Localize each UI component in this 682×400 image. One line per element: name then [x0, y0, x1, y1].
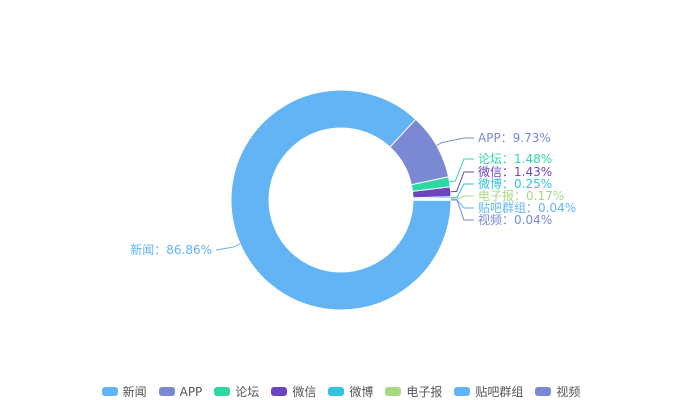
legend-swatch [158, 387, 175, 396]
label-line-5 [450, 195, 474, 200]
slice-label-4: 微博：0.25% [478, 176, 552, 191]
legend-item[interactable]: 贴吧群组 [454, 383, 523, 400]
legend-swatch [271, 387, 288, 396]
legend-item[interactable]: 微信 [271, 383, 316, 400]
slice-label-2: 论坛：1.48% [478, 152, 552, 166]
legend-item[interactable]: 视频 [535, 383, 580, 400]
legend-label: 贴吧群组 [475, 385, 524, 399]
legend-swatch [214, 387, 231, 396]
label-line-4 [450, 183, 474, 199]
legend-swatch [328, 387, 345, 396]
label-line-7 [450, 199, 474, 221]
label-line-1 [436, 137, 474, 146]
legend-swatch [535, 387, 552, 396]
legend-item[interactable]: 微博 [328, 383, 373, 400]
legend-item[interactable]: APP [158, 384, 203, 399]
label-line-6 [450, 199, 474, 209]
label-line-2 [449, 158, 474, 183]
legend-label: 微信 [292, 385, 317, 399]
legend-item[interactable]: 电子报 [385, 383, 442, 400]
legend-label: 新闻 [122, 385, 147, 399]
slice-label-7: 视频：0.04% [478, 212, 552, 227]
legend-label: APP [179, 384, 203, 399]
pie-slice-0[interactable] [230, 89, 452, 311]
legend-swatch [385, 387, 402, 396]
legend-swatch [454, 387, 471, 396]
legend-label: 微博 [349, 385, 374, 399]
legend-label: 视频 [556, 385, 581, 399]
label-line-3 [450, 171, 474, 193]
slice-label-1: APP：9.73% [478, 131, 551, 145]
legend-item[interactable]: 新闻 [101, 383, 147, 400]
legend-label: 电子报 [406, 385, 443, 399]
label-line-0 [215, 243, 241, 251]
slice-label-6: 贴吧群组：0.04% [478, 201, 576, 215]
slice-label-5: 电子报：0.17% [478, 188, 564, 203]
legend-swatch [101, 387, 118, 396]
legend-label: 论坛 [235, 385, 260, 399]
legend-item[interactable]: 论坛 [214, 383, 259, 400]
legend: 新闻 APP 论坛 微信 微博 电子报 贴吧群组 视频 [0, 383, 682, 400]
slice-label-3: 微信：1.43% [478, 165, 552, 179]
slice-label-0: 新闻：86.86% [130, 242, 212, 257]
